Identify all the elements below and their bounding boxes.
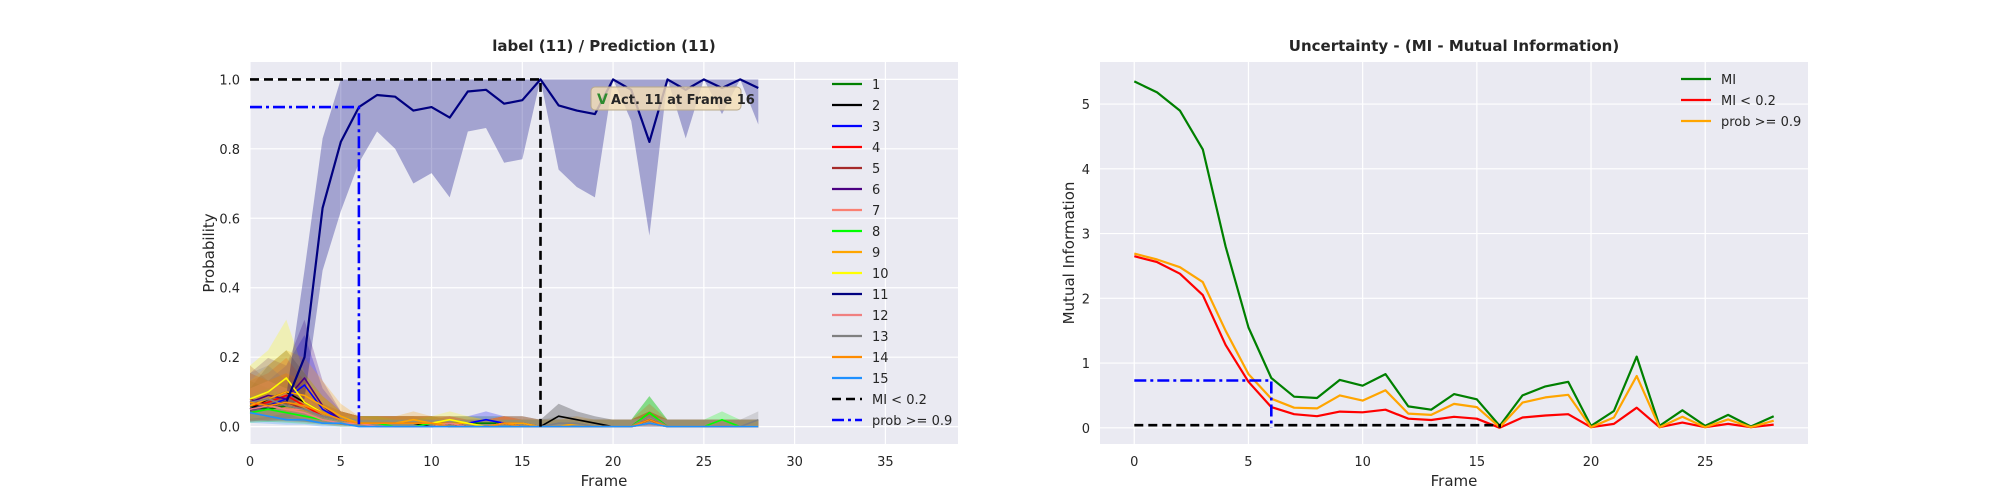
x-tick-label: 15 <box>1469 455 1486 470</box>
legend-label: prob >= 0.9 <box>1721 115 1801 130</box>
band-series-3 <box>250 334 759 427</box>
x-tick-label: 25 <box>696 455 713 470</box>
line-series-prob-0-9 <box>1134 252 1775 429</box>
x-axis-label-right: Frame <box>1431 472 1478 490</box>
x-ticks-left: 0 5 10 15 20 25 30 35 <box>246 455 894 470</box>
legend-label: 11 <box>872 288 889 303</box>
y-tick-label: 4 <box>1082 163 1090 178</box>
y-tick-label: 0.8 <box>219 143 240 158</box>
series-lines-left <box>249 78 759 428</box>
band-series-9 <box>250 350 759 427</box>
annotation-text: Act. 11 at Frame 16 <box>611 93 755 108</box>
legend-label: MI < 0.2 <box>872 393 927 408</box>
x-tick-label: 0 <box>1130 455 1138 470</box>
y-tick-label: 1 <box>1082 357 1090 372</box>
x-tick-label: 5 <box>1244 455 1252 470</box>
band-series-1 <box>250 380 759 427</box>
legend-label: 5 <box>872 162 880 177</box>
band-series-7 <box>250 380 759 427</box>
x-tick-label: 20 <box>1583 455 1600 470</box>
x-axis-label-left: Frame <box>581 472 628 490</box>
band-series-11 <box>250 79 759 413</box>
annotation-box <box>590 86 742 111</box>
chart-title-left: label (11) / Prediction (11) <box>492 37 715 55</box>
legend-label: 15 <box>872 372 889 387</box>
reference-line-MI-0-2 <box>1134 423 1501 428</box>
annotation-check-icon: V <box>597 92 608 108</box>
legend-label: MI < 0.2 <box>1721 94 1776 109</box>
line-series-MI <box>1133 80 1775 428</box>
x-tick-label: 25 <box>1697 455 1714 470</box>
y-tick-label: 2 <box>1082 292 1090 307</box>
band-series-6 <box>250 319 759 427</box>
reference-line-prob-0-9 <box>250 105 361 427</box>
legend-label: 13 <box>872 330 889 345</box>
reference-lines-right <box>1134 379 1501 428</box>
y-axis-label-left: Probability <box>200 213 218 292</box>
band-series-13 <box>250 365 759 427</box>
legend-label: 12 <box>872 309 889 324</box>
series-lines-right <box>1133 80 1775 429</box>
x-ticks-right: 0 5 10 15 20 25 <box>1130 455 1713 470</box>
legend-label: 1 <box>872 78 880 93</box>
band-series-8 <box>250 388 759 427</box>
chart-right: 0 5 10 15 20 25 0 1 2 3 4 5 Uncertainty - (MI - Mu… <box>1060 37 1808 490</box>
band-series-14 <box>250 373 759 427</box>
y-tick-label: 3 <box>1082 228 1090 243</box>
y-tick-label: 0.2 <box>219 351 240 366</box>
x-tick-label: 5 <box>337 455 345 470</box>
legend-label: 8 <box>872 225 880 240</box>
reference-line-MI-0-2 <box>250 78 542 427</box>
legend-label: 2 <box>872 99 880 114</box>
x-tick-label: 10 <box>423 455 440 470</box>
chart-title-right: Uncertainty - (MI - Mutual Information) <box>1289 37 1619 55</box>
legend-label: 7 <box>872 204 880 219</box>
line-series-15 <box>249 411 759 428</box>
legend-label: 10 <box>872 267 889 282</box>
legend-label: 4 <box>872 141 880 156</box>
x-tick-label: 30 <box>786 455 803 470</box>
band-series-5 <box>250 365 759 427</box>
plot-area-right <box>1100 62 1808 444</box>
y-ticks-left: 0.0 0.2 0.4 0.6 0.8 1.0 <box>219 73 240 435</box>
y-tick-label: 0.4 <box>219 282 240 297</box>
legend-label: 14 <box>872 351 889 366</box>
x-tick-label: 20 <box>605 455 622 470</box>
x-tick-label: 10 <box>1354 455 1371 470</box>
x-tick-label: 35 <box>877 455 894 470</box>
grid-right <box>1100 62 1808 444</box>
legend-label: 9 <box>872 246 880 261</box>
reference-lines-left <box>250 78 542 427</box>
chart-left: 0 5 10 15 20 25 30 35 0.00.20.40.60.81.0 label … <box>200 37 958 490</box>
y-tick-label: 0 <box>1082 422 1090 437</box>
y-axis-label-right: Mutual Information <box>1060 182 1078 325</box>
x-tick-label: 15 <box>514 455 531 470</box>
band-series-15 <box>250 396 759 427</box>
y-tick-label: 1.0 <box>219 73 240 88</box>
y-tick-label: 0.0 <box>219 421 240 436</box>
legend-label: 3 <box>872 120 880 135</box>
line-series-MI-0-2 <box>1134 255 1774 429</box>
legend-label: MI <box>1721 73 1736 88</box>
legend-label: 6 <box>872 183 880 198</box>
y-ticks-right: 0 1 2 3 4 5 <box>1082 98 1090 437</box>
x-tick-label: 0 <box>246 455 254 470</box>
y-tick-label: 0.6 <box>219 212 240 227</box>
legend-label: prob >= 0.9 <box>872 414 952 429</box>
legend-right: MI MI < 0.2 prob >= 0.9 <box>1681 73 1801 130</box>
reference-line-prob-0-9 <box>1134 379 1273 428</box>
y-tick-label: 5 <box>1082 98 1090 113</box>
band-series-12 <box>250 380 759 427</box>
annotation-left: V Act. 11 at Frame 16 <box>590 86 755 111</box>
line-series-11 <box>249 78 759 411</box>
